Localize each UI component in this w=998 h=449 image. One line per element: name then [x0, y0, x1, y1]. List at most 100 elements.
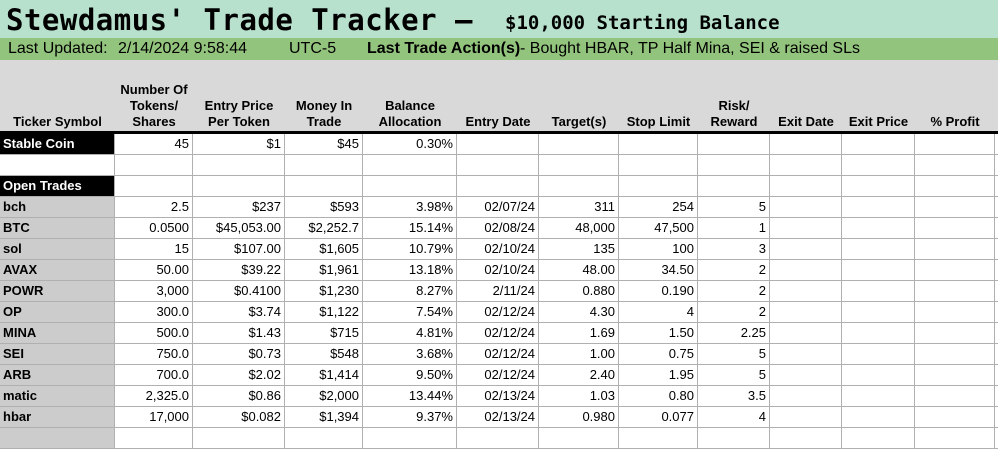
- empty-cell[interactable]: [115, 176, 193, 197]
- trade-entry-date[interactable]: 2/11/24: [457, 281, 539, 302]
- empty-cell[interactable]: [995, 239, 998, 260]
- empty-cell[interactable]: [457, 134, 539, 155]
- trade-exit-date[interactable]: [770, 428, 842, 449]
- col-balance-allocation[interactable]: Balance Allocation: [378, 98, 442, 129]
- trade-tokens[interactable]: 750.0: [115, 344, 193, 365]
- trade-target[interactable]: 4.30: [539, 302, 619, 323]
- trade-ticker[interactable]: sol: [0, 239, 115, 260]
- empty-cell[interactable]: [995, 155, 998, 176]
- trade-entry-date[interactable]: 02/13/24: [457, 386, 539, 407]
- empty-cell[interactable]: [770, 134, 842, 155]
- trade-stop-limit[interactable]: 4: [619, 302, 698, 323]
- trade-exit-price[interactable]: [842, 260, 915, 281]
- trade-tokens[interactable]: 0.0500: [115, 218, 193, 239]
- trade-risk-reward[interactable]: 5: [698, 197, 770, 218]
- trade-risk-reward[interactable]: 3: [698, 239, 770, 260]
- trade-tokens[interactable]: 17,000: [115, 407, 193, 428]
- trade-stop-limit[interactable]: 1.50: [619, 323, 698, 344]
- stable-money[interactable]: $45: [285, 134, 363, 155]
- trade-allocation[interactable]: [363, 428, 457, 449]
- trade-money[interactable]: $715: [285, 323, 363, 344]
- trade-stop-limit[interactable]: 0.190: [619, 281, 698, 302]
- trade-percent-profit[interactable]: [915, 218, 995, 239]
- trade-stop-limit[interactable]: 0.077: [619, 407, 698, 428]
- open-trades-label[interactable]: Open Trades: [0, 176, 115, 197]
- trade-stop-limit[interactable]: 1.95: [619, 365, 698, 386]
- trade-money[interactable]: $1,230: [285, 281, 363, 302]
- trade-risk-reward[interactable]: 5: [698, 344, 770, 365]
- trade-ticker[interactable]: ARB: [0, 365, 115, 386]
- trade-target[interactable]: 0.980: [539, 407, 619, 428]
- trade-exit-price[interactable]: [842, 407, 915, 428]
- trade-entry-date[interactable]: 02/10/24: [457, 260, 539, 281]
- empty-cell[interactable]: [915, 176, 995, 197]
- empty-cell[interactable]: [539, 155, 619, 176]
- trade-entry-price[interactable]: $0.082: [193, 407, 285, 428]
- trade-money[interactable]: $1,414: [285, 365, 363, 386]
- empty-cell[interactable]: [995, 386, 998, 407]
- empty-cell[interactable]: [915, 155, 995, 176]
- trade-percent-profit[interactable]: [915, 344, 995, 365]
- trade-tokens[interactable]: [115, 428, 193, 449]
- empty-cell[interactable]: [193, 176, 285, 197]
- trade-tokens[interactable]: 2,325.0: [115, 386, 193, 407]
- trade-exit-price[interactable]: [842, 344, 915, 365]
- trade-entry-price[interactable]: $237: [193, 197, 285, 218]
- trade-ticker[interactable]: [0, 428, 115, 449]
- trade-target[interactable]: [539, 428, 619, 449]
- trade-money[interactable]: $2,000: [285, 386, 363, 407]
- empty-cell[interactable]: [995, 176, 998, 197]
- trade-money[interactable]: $2,252.7: [285, 218, 363, 239]
- trade-ticker[interactable]: matic: [0, 386, 115, 407]
- trade-exit-date[interactable]: [770, 239, 842, 260]
- trade-money[interactable]: [285, 428, 363, 449]
- col-percent-profit[interactable]: % Profit: [930, 114, 980, 129]
- stable-coin-label[interactable]: Stable Coin: [0, 134, 115, 155]
- trade-ticker[interactable]: AVAX: [0, 260, 115, 281]
- trade-allocation[interactable]: 8.27%: [363, 281, 457, 302]
- trade-exit-date[interactable]: [770, 281, 842, 302]
- trade-money[interactable]: $548: [285, 344, 363, 365]
- trade-tokens[interactable]: 15: [115, 239, 193, 260]
- trade-tokens[interactable]: 500.0: [115, 323, 193, 344]
- stable-allocation[interactable]: 0.30%: [363, 134, 457, 155]
- empty-cell[interactable]: [285, 176, 363, 197]
- trade-entry-price[interactable]: $39.22: [193, 260, 285, 281]
- trade-target[interactable]: 1.00: [539, 344, 619, 365]
- trade-entry-date[interactable]: 02/12/24: [457, 365, 539, 386]
- trade-entry-price[interactable]: $0.4100: [193, 281, 285, 302]
- trade-money[interactable]: $593: [285, 197, 363, 218]
- col-risk-reward[interactable]: Risk/ Reward: [710, 98, 758, 129]
- trade-entry-date[interactable]: 02/08/24: [457, 218, 539, 239]
- trade-ticker[interactable]: MINA: [0, 323, 115, 344]
- trade-percent-profit[interactable]: [915, 260, 995, 281]
- trade-tokens[interactable]: 700.0: [115, 365, 193, 386]
- trade-percent-profit[interactable]: [915, 197, 995, 218]
- col-entry-date[interactable]: Entry Date: [465, 114, 531, 129]
- empty-cell[interactable]: [842, 176, 915, 197]
- trade-target[interactable]: 135: [539, 239, 619, 260]
- trade-entry-date[interactable]: 02/12/24: [457, 302, 539, 323]
- trade-exit-date[interactable]: [770, 323, 842, 344]
- trade-risk-reward[interactable]: 2: [698, 302, 770, 323]
- trade-exit-date[interactable]: [770, 407, 842, 428]
- trade-entry-price[interactable]: $3.74: [193, 302, 285, 323]
- trade-exit-price[interactable]: [842, 323, 915, 344]
- trade-entry-date[interactable]: 02/12/24: [457, 323, 539, 344]
- empty-cell[interactable]: [842, 155, 915, 176]
- trade-entry-date[interactable]: 02/13/24: [457, 407, 539, 428]
- trade-target[interactable]: 48,000: [539, 218, 619, 239]
- trade-ticker[interactable]: SEI: [0, 344, 115, 365]
- col-targets[interactable]: Target(s): [551, 114, 607, 129]
- trade-exit-date[interactable]: [770, 218, 842, 239]
- trade-tokens[interactable]: 50.00: [115, 260, 193, 281]
- trade-percent-profit[interactable]: [915, 365, 995, 386]
- empty-cell[interactable]: [619, 134, 698, 155]
- empty-cell[interactable]: [995, 302, 998, 323]
- trade-exit-date[interactable]: [770, 197, 842, 218]
- trade-allocation[interactable]: 3.68%: [363, 344, 457, 365]
- trade-entry-price[interactable]: $107.00: [193, 239, 285, 260]
- empty-cell[interactable]: [995, 281, 998, 302]
- trade-risk-reward[interactable]: 2: [698, 281, 770, 302]
- trade-allocation[interactable]: 4.81%: [363, 323, 457, 344]
